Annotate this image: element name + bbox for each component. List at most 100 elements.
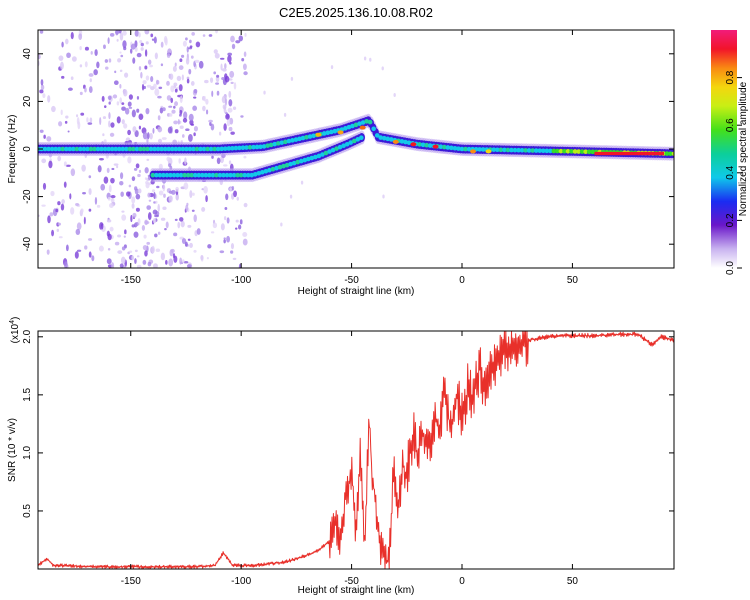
noise-speck	[140, 71, 143, 79]
noise-speck	[224, 97, 228, 106]
colorbar-ticks: 0.0 0.2 0.4 0.6 0.8	[725, 70, 742, 275]
noise-speck	[59, 61, 64, 70]
noise-speck	[167, 126, 173, 134]
main-branch-core	[449, 145, 454, 151]
main-branch-core	[533, 148, 539, 153]
noise-speck	[103, 176, 109, 184]
main-branch-core	[42, 146, 48, 152]
noise-speck	[138, 169, 142, 174]
noise-speck	[179, 217, 184, 222]
main-branch-core	[307, 134, 313, 139]
noise-speck	[236, 196, 239, 201]
main-branch-core	[378, 135, 384, 140]
noise-speck	[127, 156, 132, 164]
colorbar-tick-label: 0.8	[725, 70, 736, 84]
main-branch-core	[155, 146, 161, 152]
noise-speck	[184, 157, 187, 165]
noise-speck	[177, 119, 180, 125]
noise-speck	[102, 133, 105, 137]
main-branch-core	[88, 146, 94, 152]
colorbar-label: Normalized spectral amplitude	[738, 81, 749, 216]
noise-speck	[189, 39, 192, 44]
scale-note-base: (x10	[10, 323, 21, 343]
spectrogram-x-tick-label: 0	[459, 275, 465, 286]
noise-speck	[181, 238, 187, 244]
noise-speck	[193, 96, 197, 99]
noise-speck	[216, 157, 221, 165]
noise-speck	[177, 221, 181, 229]
main-branch-core	[403, 139, 408, 145]
noise-speck	[210, 231, 215, 234]
lower-branch-core	[263, 168, 269, 174]
noise-speck	[147, 212, 152, 221]
noise-speck	[211, 90, 214, 97]
noise-speck	[188, 68, 192, 75]
noise-speck	[133, 231, 139, 238]
noise-speck	[166, 53, 171, 58]
colorbar: 0.0 0.2 0.4 0.6 0.8 Normalized spectral ampl…	[711, 30, 749, 275]
noise-speck	[172, 253, 176, 259]
main-branch-core	[275, 141, 281, 146]
noise-speck	[120, 256, 126, 264]
amplitude-hotspot	[359, 125, 366, 130]
noise-speck	[235, 227, 238, 230]
noise-speck	[170, 248, 175, 254]
main-branch-core	[519, 147, 525, 153]
noise-speck	[128, 250, 133, 254]
noise-speck	[136, 96, 140, 100]
main-branch-core	[381, 135, 387, 141]
main-branch-core	[343, 126, 348, 131]
main-branch-core	[399, 139, 405, 144]
noise-speck	[202, 105, 206, 112]
colorbar-tick-label: 0.2	[725, 213, 736, 227]
noise-speck	[132, 126, 137, 133]
noise-speck	[39, 129, 44, 133]
noise-speck	[61, 41, 64, 48]
main-branch-core	[159, 146, 164, 152]
noise-speck	[221, 77, 225, 81]
noise-speck	[229, 187, 232, 192]
noise-speck	[173, 232, 178, 237]
noise-speck	[147, 132, 150, 140]
noise-speck	[80, 112, 85, 116]
noise-speck	[134, 30, 139, 37]
noise-speck	[178, 65, 184, 70]
noise-scatter-layer	[38, 30, 396, 268]
main-branch-core	[201, 146, 207, 152]
snr-scale-note: (x104)	[9, 317, 21, 344]
noise-speck	[131, 176, 136, 182]
noise-speck	[75, 228, 81, 236]
noise-speck	[188, 113, 194, 122]
main-branch-core	[99, 146, 104, 152]
noise-speck	[144, 220, 150, 225]
noise-speck	[135, 193, 141, 200]
noise-speck	[98, 245, 104, 252]
main-branch-core	[60, 146, 66, 152]
noise-speck	[100, 183, 106, 191]
noise-speck	[195, 41, 201, 48]
noise-speck	[153, 36, 157, 44]
noise-speck	[221, 68, 227, 72]
noise-speck	[196, 228, 201, 235]
spectrogram-x-tick-label: -50	[344, 275, 359, 286]
main-branch-core	[438, 144, 444, 150]
noise-speck	[186, 78, 190, 84]
main-branch-core	[81, 146, 87, 152]
noise-speck	[146, 241, 151, 245]
main-branch-core	[526, 148, 532, 153]
noise-speck	[192, 192, 195, 196]
noise-speck	[41, 204, 46, 207]
noise-speck	[156, 79, 160, 85]
main-branch-core	[95, 146, 101, 152]
noise-speck	[187, 224, 192, 228]
main-branch-core	[78, 146, 83, 152]
main-branch-core	[300, 135, 306, 141]
noise-speck	[42, 182, 47, 190]
noise-speck	[290, 76, 294, 81]
noise-speck	[191, 32, 195, 36]
noise-speck	[381, 66, 384, 71]
noise-speck	[70, 76, 74, 80]
scale-note-exponent: 4	[9, 320, 16, 324]
noise-speck	[119, 69, 123, 73]
spectrogram-y-tick-label: 0	[22, 146, 33, 152]
